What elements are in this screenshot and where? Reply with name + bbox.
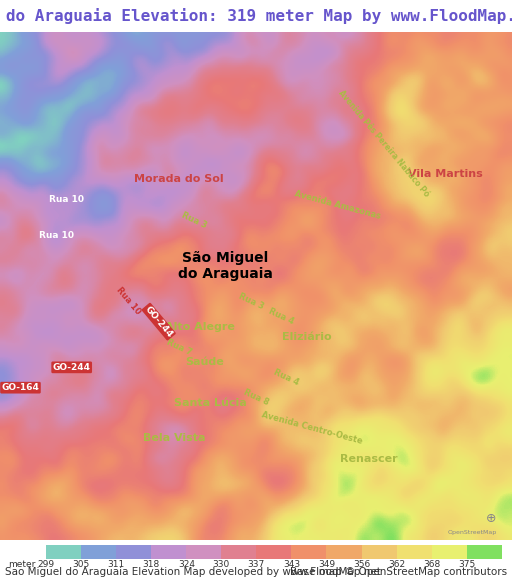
Text: Rua 8: Rua 8 <box>242 388 270 407</box>
Text: GO-164: GO-164 <box>2 383 39 392</box>
Text: Saúde: Saúde <box>185 357 224 367</box>
Text: ⊕: ⊕ <box>486 512 497 525</box>
Text: Rua 3: Rua 3 <box>237 292 265 311</box>
FancyBboxPatch shape <box>327 545 361 559</box>
Text: GO-244: GO-244 <box>143 304 175 339</box>
FancyBboxPatch shape <box>81 545 116 559</box>
FancyBboxPatch shape <box>361 545 397 559</box>
Text: 324: 324 <box>178 560 195 569</box>
Text: Rua 4: Rua 4 <box>267 307 296 327</box>
Text: 343: 343 <box>283 560 300 569</box>
FancyBboxPatch shape <box>151 545 186 559</box>
FancyBboxPatch shape <box>291 545 327 559</box>
Text: 337: 337 <box>248 560 265 569</box>
Text: Morada do Sol: Morada do Sol <box>134 175 224 184</box>
Text: Rua 7: Rua 7 <box>165 338 193 357</box>
Text: OpenStreetMap: OpenStreetMap <box>447 530 497 535</box>
Text: 330: 330 <box>212 560 230 569</box>
Text: Bela Vista: Bela Vista <box>143 434 205 443</box>
Text: Sao Miguel do Araguaia Elevation Map developed by www.FloodMap.net: Sao Miguel do Araguaia Elevation Map dev… <box>5 567 381 577</box>
Text: GO-244: GO-244 <box>53 363 91 372</box>
Text: Avenida Amazonas: Avenida Amazonas <box>294 189 382 221</box>
Text: São Miguel
do Araguaia: São Miguel do Araguaia <box>178 251 273 281</box>
Text: Rua 10: Rua 10 <box>39 230 74 240</box>
Text: Rua 4: Rua 4 <box>272 368 301 387</box>
FancyBboxPatch shape <box>397 545 432 559</box>
Text: Sao Miguel do Araguaia Elevation: 319 meter Map by www.FloodMap.net (beta): Sao Miguel do Araguaia Elevation: 319 me… <box>0 8 512 24</box>
Text: Base map © OpenStreetMap contributors: Base map © OpenStreetMap contributors <box>290 567 507 577</box>
Text: 311: 311 <box>108 560 125 569</box>
Text: GO-244: GO-244 <box>53 363 91 372</box>
Text: Alto Alegre: Alto Alegre <box>165 322 234 332</box>
Text: Santa Lúcia: Santa Lúcia <box>174 398 246 408</box>
FancyBboxPatch shape <box>432 545 467 559</box>
Text: 349: 349 <box>318 560 335 569</box>
FancyBboxPatch shape <box>221 545 257 559</box>
Text: 375: 375 <box>458 560 475 569</box>
FancyBboxPatch shape <box>116 545 151 559</box>
FancyBboxPatch shape <box>46 545 81 559</box>
Text: Rua 3: Rua 3 <box>181 210 208 230</box>
Text: 362: 362 <box>388 560 405 569</box>
Text: 368: 368 <box>423 560 440 569</box>
Text: GO-164: GO-164 <box>2 383 39 392</box>
Text: 356: 356 <box>353 560 370 569</box>
FancyBboxPatch shape <box>186 545 221 559</box>
FancyBboxPatch shape <box>257 545 291 559</box>
Text: 299: 299 <box>37 560 55 569</box>
Text: Rua 10: Rua 10 <box>49 195 84 204</box>
Text: 318: 318 <box>143 560 160 569</box>
Text: Renascer: Renascer <box>340 454 397 464</box>
Text: Eliziário: Eliziário <box>283 332 332 342</box>
Text: Avenida Pês Pereira Nabuco Pó: Avenida Pês Pereira Nabuco Pó <box>337 88 431 199</box>
Text: Avenida Centro-Oeste: Avenida Centro-Oeste <box>261 410 364 446</box>
Text: 305: 305 <box>73 560 90 569</box>
Text: GO-244: GO-244 <box>143 304 175 339</box>
Text: Rua 10: Rua 10 <box>114 286 142 317</box>
Text: Vila Martins: Vila Martins <box>408 169 483 179</box>
FancyBboxPatch shape <box>467 545 502 559</box>
Text: meter: meter <box>9 560 36 569</box>
